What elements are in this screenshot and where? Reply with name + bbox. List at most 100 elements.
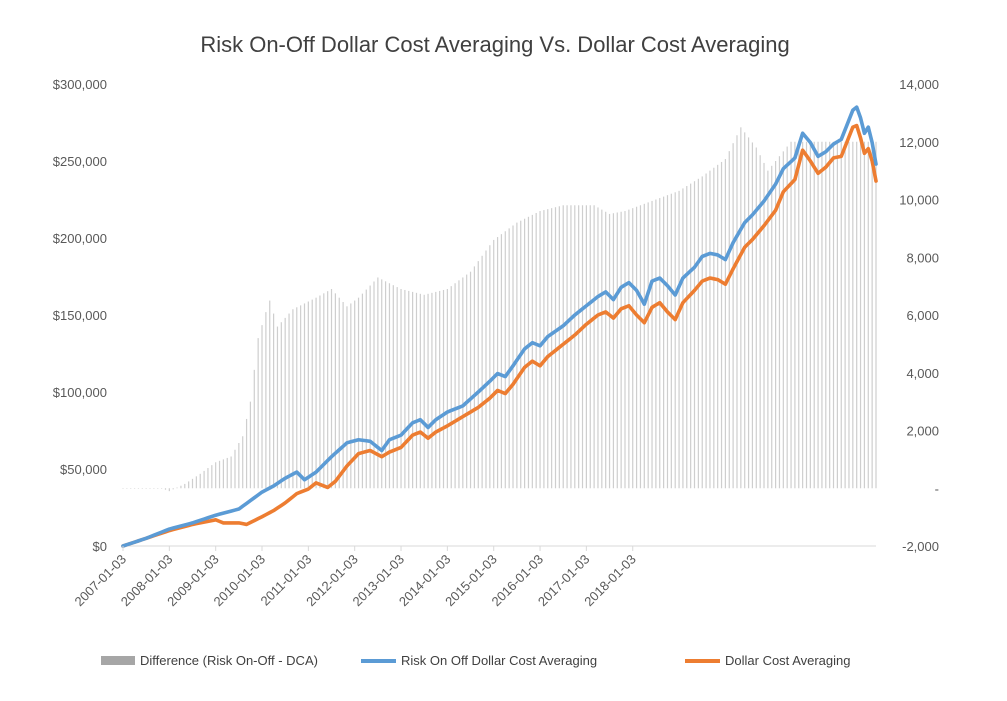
difference-bar <box>269 300 271 489</box>
left-tick-label: $150,000 <box>53 308 107 323</box>
difference-bar <box>612 213 615 489</box>
difference-bar <box>296 307 298 489</box>
difference-bar <box>180 485 182 489</box>
difference-bar <box>477 261 479 489</box>
difference-bar <box>184 483 186 489</box>
difference-bar <box>392 285 394 489</box>
right-axis-ticks: -2,000-2,0004,0006,0008,00010,00012,0001… <box>899 77 939 554</box>
left-tick-label: $0 <box>93 539 107 554</box>
difference-bar <box>674 192 676 489</box>
difference-bar <box>663 196 665 489</box>
difference-bar <box>458 280 460 489</box>
difference-bar <box>547 209 549 489</box>
difference-bar <box>778 156 781 489</box>
difference-bar <box>836 141 838 489</box>
difference-bar <box>265 312 267 489</box>
difference-bar <box>427 293 429 489</box>
difference-bar <box>319 295 321 489</box>
difference-bar <box>253 369 255 489</box>
difference-bar <box>439 290 441 489</box>
difference-bar <box>481 255 483 489</box>
difference-bar <box>284 317 286 489</box>
difference-bar <box>199 473 201 489</box>
difference-bar <box>651 200 653 489</box>
difference-bar <box>195 476 197 489</box>
difference-bar <box>172 488 174 490</box>
difference-bars-layer <box>122 127 877 492</box>
difference-bar <box>292 309 294 489</box>
difference-bar <box>844 141 846 489</box>
difference-bar <box>732 143 734 489</box>
difference-bar <box>608 213 611 489</box>
difference-bar <box>303 303 306 489</box>
difference-bar <box>516 222 518 489</box>
difference-bar <box>288 313 290 489</box>
left-tick-label: $250,000 <box>53 154 107 169</box>
difference-bar <box>365 289 367 489</box>
difference-bar <box>535 212 537 489</box>
difference-bar <box>566 205 568 489</box>
difference-bar <box>234 449 236 489</box>
difference-bar <box>539 211 541 489</box>
difference-bar <box>273 313 275 489</box>
difference-bar <box>323 293 325 489</box>
difference-bar <box>311 299 313 489</box>
difference-bar <box>133 488 136 489</box>
difference-bar <box>628 209 630 489</box>
difference-bar <box>859 141 862 489</box>
difference-bar <box>388 283 391 489</box>
difference-bar <box>381 279 383 489</box>
difference-bar <box>369 285 371 489</box>
difference-bar <box>597 207 599 489</box>
difference-bar <box>300 305 302 489</box>
difference-bar <box>527 216 530 489</box>
difference-bar <box>601 209 603 489</box>
risk-on-off-line <box>121 105 878 548</box>
difference-bar <box>126 488 128 489</box>
right-tick-label: -2,000 <box>902 539 939 554</box>
difference-bar <box>763 162 765 489</box>
difference-bar <box>875 141 877 489</box>
difference-bar <box>554 207 557 489</box>
difference-bar <box>767 170 769 489</box>
difference-bar <box>342 302 344 489</box>
difference-bar <box>593 205 595 489</box>
difference-bar <box>157 488 159 489</box>
difference-bar <box>543 210 545 489</box>
difference-bar <box>419 293 421 489</box>
left-tick-label: $100,000 <box>53 385 107 400</box>
difference-bar <box>802 141 804 489</box>
difference-bar <box>473 266 475 489</box>
legend-label-risk-on-off: Risk On Off Dollar Cost Averaging <box>401 653 597 668</box>
difference-bar <box>191 478 194 489</box>
difference-bar <box>693 181 696 489</box>
difference-bar <box>655 199 657 489</box>
difference-bar <box>551 208 553 489</box>
legend-item-risk-on-off: Risk On Off Dollar Cost Averaging <box>361 653 597 668</box>
difference-bar <box>589 205 591 489</box>
difference-bar <box>701 176 703 489</box>
difference-bar <box>354 300 356 489</box>
legend: Difference (Risk On-Off - DCA) Risk On O… <box>101 653 851 668</box>
difference-bar <box>334 293 336 489</box>
difference-bar <box>423 294 425 489</box>
difference-bar <box>307 301 309 489</box>
difference-bar <box>373 281 375 489</box>
difference-bar <box>245 418 248 489</box>
right-tick-label: 4,000 <box>906 366 939 381</box>
difference-bar <box>578 205 580 489</box>
difference-bar <box>153 488 155 489</box>
difference-bar <box>145 488 147 489</box>
left-axis-ticks: $0 $50,000 $100,000 $150,000 $200,000 $250,00… <box>53 77 107 554</box>
difference-bar <box>736 135 738 489</box>
lines-layer <box>121 105 878 548</box>
difference-bar <box>805 141 808 489</box>
difference-bar <box>744 132 746 489</box>
difference-bar <box>384 281 387 489</box>
difference-bar <box>813 141 815 489</box>
difference-bar <box>639 205 642 489</box>
difference-bar <box>338 297 340 489</box>
difference-bar <box>647 202 649 489</box>
dca-line <box>121 123 878 548</box>
